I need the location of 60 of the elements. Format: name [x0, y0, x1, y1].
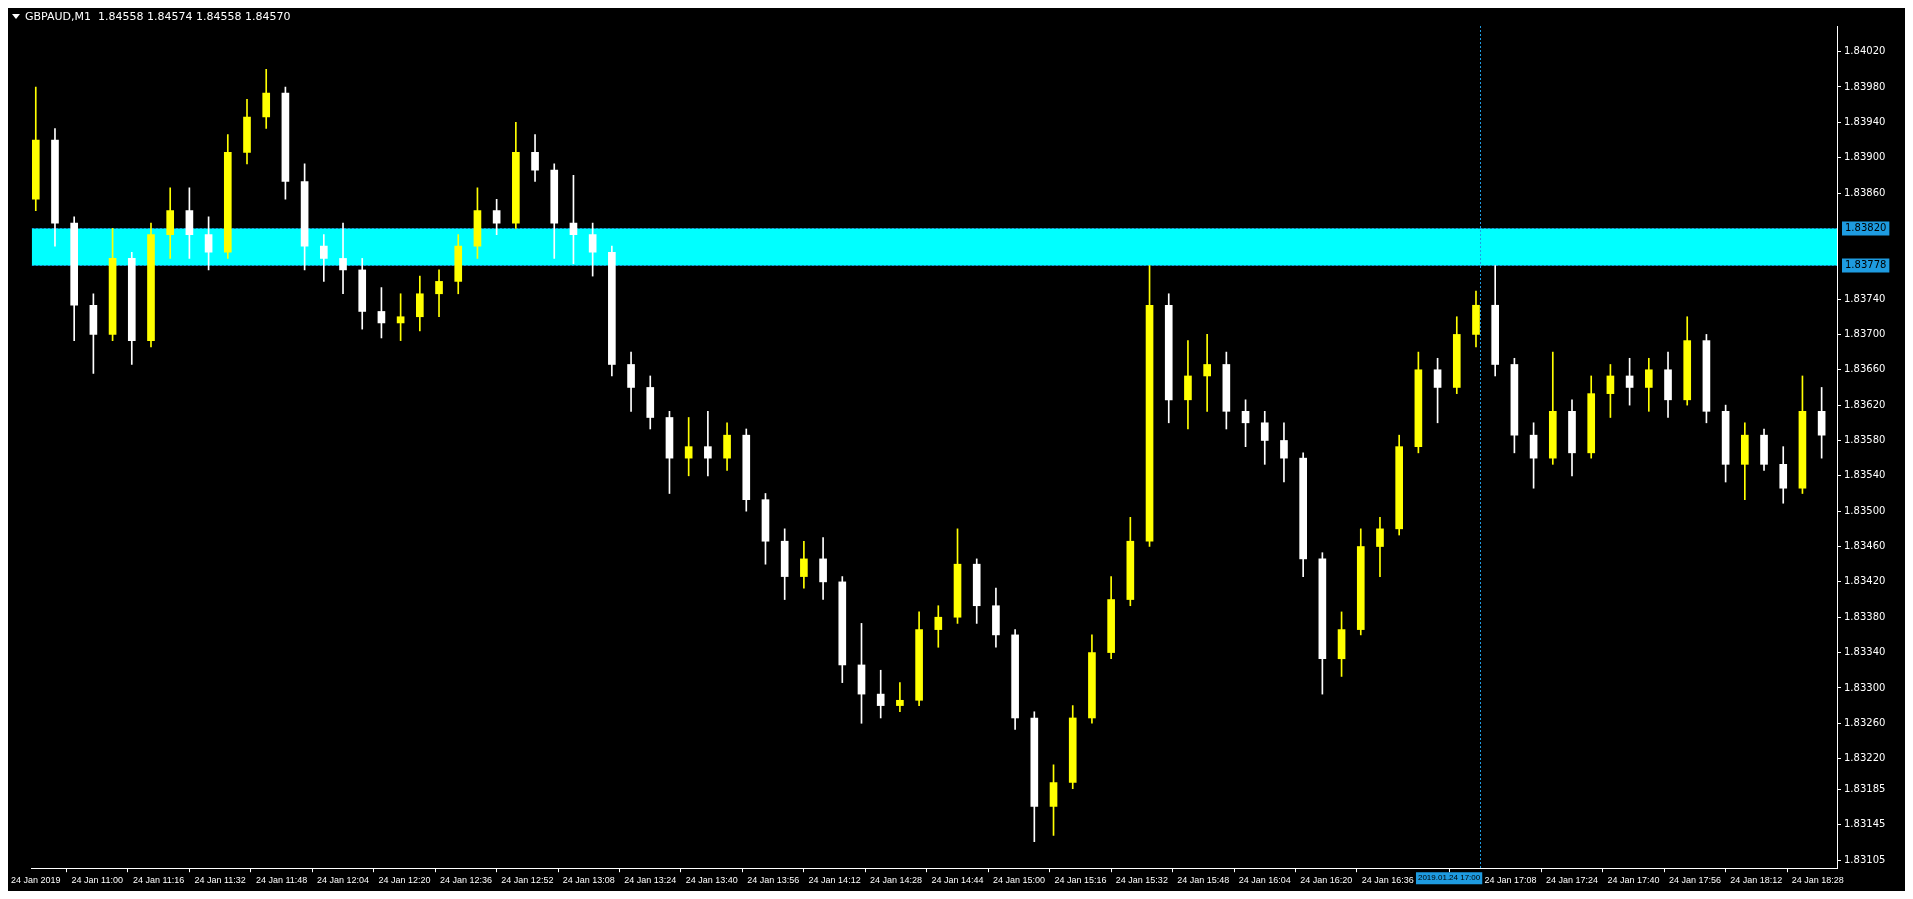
y-tick-label: 1.83500: [1844, 504, 1886, 516]
ref-line-label: 1.83820: [1845, 222, 1887, 234]
y-tick-label: 1.84020: [1844, 45, 1886, 57]
y-tick-label: 1.83260: [1844, 716, 1886, 728]
x-tick-label: 24 Jan 13:24: [624, 875, 677, 886]
ref-line-label: 2019.01.24 17:00: [1417, 873, 1481, 883]
y-tick-label: 1.83105: [1844, 853, 1886, 865]
x-tick-label: 24 Jan 13:56: [747, 875, 800, 886]
x-tick-label: 24 Jan 12:04: [316, 875, 370, 886]
y-tick-label: 1.83300: [1844, 681, 1886, 693]
y-tick-label: 1.83940: [1844, 115, 1886, 127]
y-tick-label: 1.83185: [1844, 783, 1886, 795]
x-tick-label: 24 Jan 12:52: [501, 875, 554, 886]
x-tick-label: 24 Jan 17:08: [1484, 875, 1537, 886]
candlestick: [339, 222, 347, 295]
x-tick-label: 24 Jan 18:28: [1791, 875, 1844, 886]
x-tick-label: 24 Jan 11:00: [71, 875, 123, 886]
candlestick: [704, 410, 712, 477]
y-tick-label: 1.83740: [1844, 292, 1886, 304]
x-tick-label: 24 Jan 16:20: [1300, 875, 1353, 886]
x-tick-label: 24 Jan 15:48: [1177, 875, 1230, 886]
x-tick-label: 24 Jan 17:40: [1607, 875, 1660, 886]
x-tick-label: 24 Jan 12:36: [439, 875, 492, 886]
x-tick-label: 24 Jan 16:36: [1361, 875, 1414, 886]
y-tick-label: 1.83460: [1844, 540, 1886, 552]
y-tick-label: 1.83700: [1844, 328, 1886, 340]
x-tick-label: 24 Jan 13:40: [685, 875, 738, 886]
x-tick-label: 24 Jan 18:12: [1730, 875, 1783, 886]
y-tick-label: 1.83620: [1844, 398, 1886, 410]
y-tick-label: 1.83980: [1844, 80, 1886, 92]
x-tick-label: 24 Jan 15:00: [992, 875, 1045, 886]
y-tick-label: 1.83340: [1844, 646, 1886, 658]
x-tick-label: 24 Jan 2019: [11, 875, 61, 886]
x-tick-label: 24 Jan 11:16: [132, 875, 185, 886]
y-tick-label: 1.83145: [1844, 818, 1886, 830]
y-tick-label: 1.83860: [1844, 186, 1886, 198]
candlestick: [1203, 334, 1211, 412]
candlestick: [896, 682, 904, 713]
chart-title: GBPAUD,M1 1.84558 1.84574 1.84558 1.84570: [25, 10, 291, 23]
x-tick-label: 24 Jan 15:16: [1054, 875, 1107, 886]
x-tick-label: 24 Jan 11:48: [255, 875, 308, 886]
y-tick-label: 1.83580: [1844, 434, 1886, 446]
y-tick-label: 1.83900: [1844, 151, 1886, 163]
y-tick-label: 1.83540: [1844, 469, 1886, 481]
y-tick-label: 1.83220: [1844, 752, 1886, 764]
x-tick-label: 24 Jan 14:28: [870, 875, 923, 886]
x-tick-label: 24 Jan 14:44: [931, 875, 984, 886]
y-tick-label: 1.83380: [1844, 610, 1886, 622]
ref-line-label: 1.83778: [1845, 259, 1887, 271]
y-tick-label: 1.83660: [1844, 363, 1886, 375]
x-tick-label: 24 Jan 16:04: [1238, 875, 1291, 886]
x-tick-label: 24 Jan 17:24: [1545, 875, 1599, 886]
x-tick-label: 24 Jan 12:20: [378, 875, 431, 886]
candlestick: [876, 669, 885, 719]
x-tick-label: 24 Jan 15:32: [1115, 875, 1168, 886]
x-tick-label: 24 Jan 13:08: [562, 875, 615, 886]
x-tick-label: 24 Jan 17:56: [1668, 875, 1721, 886]
y-tick-label: 1.83420: [1844, 575, 1886, 587]
x-tick-label: 24 Jan 14:12: [808, 875, 861, 886]
x-tick-label: 24 Jan 11:32: [194, 875, 246, 886]
